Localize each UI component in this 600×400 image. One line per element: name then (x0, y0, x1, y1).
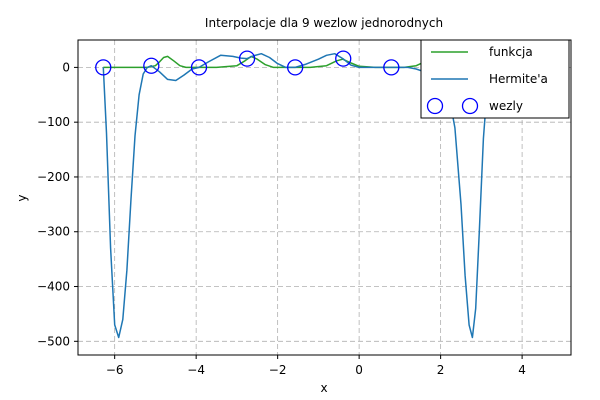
node-marker (95, 59, 112, 76)
x-ticks: −6 −4 −2 0 2 4 (106, 355, 526, 377)
node-marker (190, 59, 208, 76)
legend-marker (461, 97, 479, 115)
node-marker (287, 59, 304, 76)
y-tick-label: −300 (37, 225, 70, 239)
legend-marker (426, 97, 444, 115)
y-tick-label: 0 (62, 60, 70, 74)
x-tick-label: −6 (106, 363, 124, 377)
y-tick-label: −200 (37, 170, 70, 184)
y-axis-label: y (15, 194, 29, 201)
x-tick-label: −2 (269, 363, 287, 377)
legend-label: wezly (489, 99, 523, 113)
node-marker (143, 57, 160, 74)
legend-label: Hermite'a (489, 72, 548, 86)
legend: funkcja Hermite'a wezly (420, 39, 570, 119)
x-tick-label: −4 (187, 363, 205, 377)
node-marker (238, 50, 256, 67)
x-tick-label: 4 (518, 363, 526, 377)
y-tick-label: −500 (37, 334, 70, 348)
y-tick-label: −400 (37, 280, 70, 294)
chart-title: Interpolacje dla 9 wezlow jednorodnych (205, 16, 443, 30)
x-tick-label: 0 (355, 363, 363, 377)
y-tick-label: −100 (37, 115, 70, 129)
node-marker (335, 50, 352, 67)
plot-frame (77, 39, 572, 356)
x-tick-label: 2 (437, 363, 445, 377)
legend-label: funkcja (489, 45, 533, 59)
x-axis-label: x (320, 381, 327, 395)
node-marker (383, 59, 400, 76)
y-ticks: 0 −100 −200 −300 −400 −500 (37, 60, 78, 348)
